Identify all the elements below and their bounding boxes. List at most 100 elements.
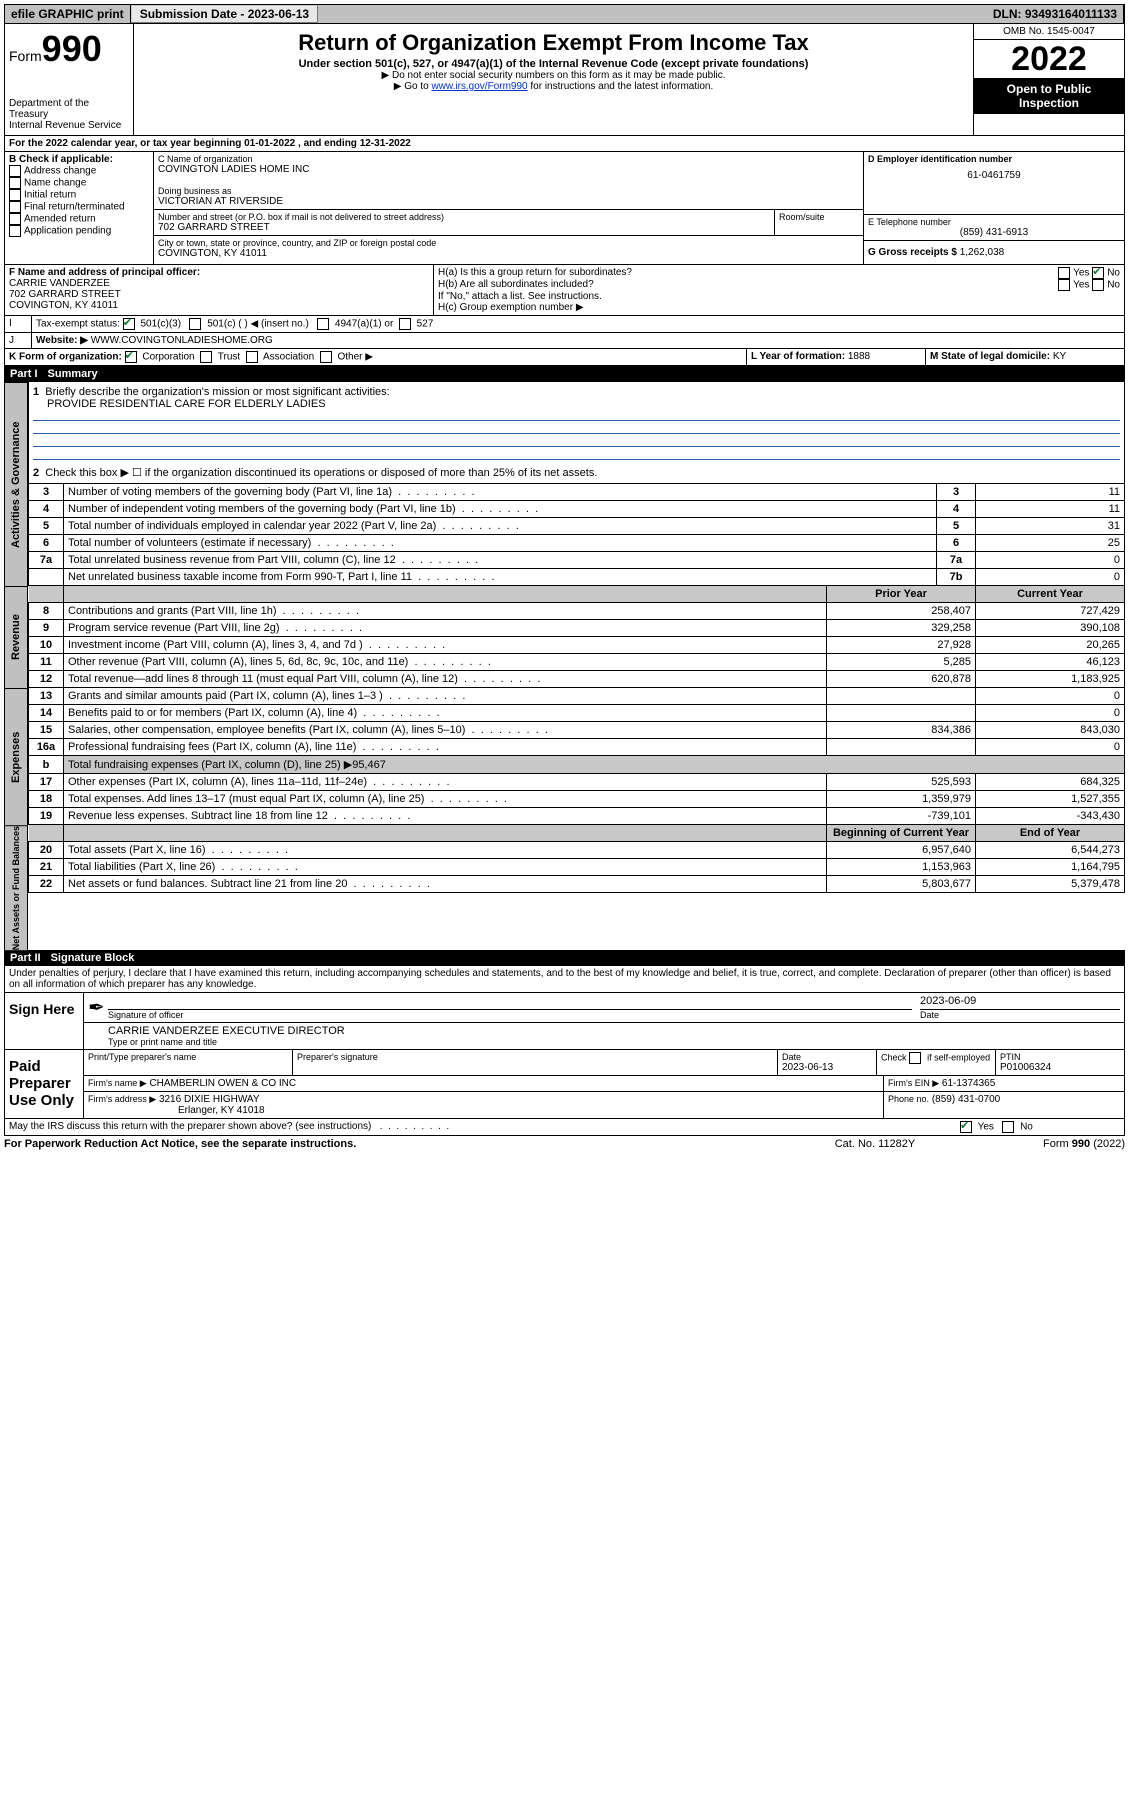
side-gov: Activities & Governance <box>4 382 28 586</box>
dln-label: DLN: 93493164011133 <box>987 5 1124 23</box>
table-row: 4Number of independent voting members of… <box>29 501 1125 518</box>
line-klm: K Form of organization: Corporation Trus… <box>4 349 1125 366</box>
cb-corp[interactable] <box>125 351 137 363</box>
cb-initial-return[interactable]: Initial return <box>9 189 149 201</box>
cb-application-pending[interactable]: Application pending <box>9 225 149 237</box>
cb-501c[interactable] <box>189 318 201 330</box>
part-i-num: Part I <box>10 368 48 380</box>
c-org-name: COVINGTON LADIES HOME INC <box>158 164 859 175</box>
line-j: J Website: ▶ WWW.COVINGTONLADIESHOME.ORG <box>4 333 1125 349</box>
ptin: P01006324 <box>1000 1062 1120 1073</box>
cb-trust[interactable] <box>200 351 212 363</box>
table-row: 7aTotal unrelated business revenue from … <box>29 552 1125 569</box>
discuss-row: May the IRS discuss this return with the… <box>4 1119 1125 1136</box>
cb-name-change[interactable]: Name change <box>9 177 149 189</box>
table-row: Net unrelated business taxable income fr… <box>29 569 1125 586</box>
rev-table: Prior Year Current Year 8Contributions a… <box>28 586 1125 688</box>
firm-ein: 61-1374365 <box>942 1078 995 1089</box>
table-row: 17Other expenses (Part IX, column (A), l… <box>29 774 1125 791</box>
block-bcdefg: B Check if applicable: Address change Na… <box>4 152 1125 265</box>
prep-date: 2023-06-13 <box>782 1062 872 1073</box>
g-label: G Gross receipts $ <box>868 247 957 258</box>
part-ii-num: Part II <box>10 952 51 964</box>
e-label: E Telephone number <box>868 217 1120 227</box>
cb-501c3[interactable] <box>123 318 135 330</box>
line1-label: Briefly describe the organization's miss… <box>45 386 389 398</box>
part-i-header: Part I Summary <box>4 366 1125 382</box>
cb-self-employed[interactable] <box>909 1052 921 1064</box>
ha-yes[interactable] <box>1058 267 1070 279</box>
header-mid: Return of Organization Exempt From Incom… <box>134 24 973 135</box>
c-city: COVINGTON, KY 41011 <box>158 248 859 259</box>
table-row: 16aProfessional fundraising fees (Part I… <box>29 739 1125 756</box>
table-row: 14Benefits paid to or for members (Part … <box>29 705 1125 722</box>
cb-address-change[interactable]: Address change <box>9 165 149 177</box>
table-row: 10Investment income (Part VIII, column (… <box>29 637 1125 654</box>
note-ssn: ▶ Do not enter social security numbers o… <box>138 70 969 81</box>
hb-no[interactable] <box>1092 279 1104 291</box>
section-governance: Activities & Governance 1 Briefly descri… <box>4 382 1125 586</box>
discuss-no[interactable] <box>1002 1121 1014 1133</box>
dept-treasury: Department of the TreasuryInternal Reven… <box>9 98 129 131</box>
hb-note: If "No," attach a list. See instructions… <box>438 291 1120 302</box>
table-row: bTotal fundraising expenses (Part IX, co… <box>29 756 1125 774</box>
sig-date-label: Date <box>920 1010 1120 1020</box>
cb-final-return[interactable]: Final return/terminated <box>9 201 149 213</box>
perjury-text: Under penalties of perjury, I declare th… <box>4 966 1125 993</box>
form-title: Return of Organization Exempt From Incom… <box>138 30 969 56</box>
m-label: M State of legal domicile: <box>930 351 1050 362</box>
box-b: B Check if applicable: Address change Na… <box>5 152 154 264</box>
box-c: C Name of organization COVINGTON LADIES … <box>154 152 864 264</box>
box-deg: D Employer identification number 61-0461… <box>864 152 1124 264</box>
sign-here-block: Sign Here ✒ Signature of officer 2023-06… <box>4 993 1125 1050</box>
irs-link[interactable]: www.irs.gov/Form990 <box>431 81 527 92</box>
side-rev: Revenue <box>4 586 28 688</box>
pra-notice: For Paperwork Reduction Act Notice, see … <box>4 1138 775 1150</box>
open-inspection: Open to Public Inspection <box>974 78 1124 114</box>
c-addr: 702 GARRARD STREET <box>158 222 770 233</box>
cb-assoc[interactable] <box>246 351 258 363</box>
top-bar: efile GRAPHIC print Submission Date - 20… <box>4 4 1125 24</box>
form-subtitle: Under section 501(c), 527, or 4947(a)(1)… <box>138 58 969 70</box>
efile-label: efile GRAPHIC print <box>5 5 131 23</box>
net-table: Beginning of Current Year End of Year 20… <box>28 825 1125 893</box>
table-row: 12Total revenue—add lines 8 through 11 (… <box>29 671 1125 688</box>
c-room-label: Room/suite <box>779 212 859 222</box>
sig-officer-label: Signature of officer <box>108 1010 912 1020</box>
sig-arrow-icon: ✒ <box>88 995 108 1020</box>
paid-preparer-label: Paid Preparer Use Only <box>5 1050 84 1118</box>
cat-no: Cat. No. 11282Y <box>775 1138 975 1150</box>
table-row: 6Total number of volunteers (estimate if… <box>29 535 1125 552</box>
table-row: 18Total expenses. Add lines 13–17 (must … <box>29 791 1125 808</box>
c-dba-label: Doing business as <box>158 186 859 196</box>
m-value: KY <box>1053 351 1066 362</box>
discuss-q: May the IRS discuss this return with the… <box>9 1121 371 1132</box>
note-link: ▶ Go to www.irs.gov/Form990 for instruct… <box>138 81 969 92</box>
omb-number: OMB No. 1545-0047 <box>974 24 1124 40</box>
cb-527[interactable] <box>399 318 411 330</box>
hb-yes[interactable] <box>1058 279 1070 291</box>
d-ein: 61-0461759 <box>868 170 1120 181</box>
submission-date-button[interactable]: Submission Date - 2023-06-13 <box>131 5 318 23</box>
f-addr1: 702 GARRARD STREET <box>9 289 121 300</box>
d-label: D Employer identification number <box>868 154 1120 164</box>
f-name: CARRIE VANDERZEE <box>9 278 110 289</box>
cb-4947[interactable] <box>317 318 329 330</box>
table-row: 15Salaries, other compensation, employee… <box>29 722 1125 739</box>
cb-amended-return[interactable]: Amended return <box>9 213 149 225</box>
table-row: 13Grants and similar amounts paid (Part … <box>29 688 1125 705</box>
sig-date: 2023-06-09 <box>920 995 1120 1010</box>
ha-label: H(a) Is this a group return for subordin… <box>438 267 632 279</box>
firm-addr1: 3216 DIXIE HIGHWAY <box>159 1094 260 1105</box>
ha-no[interactable] <box>1092 267 1104 279</box>
prep-name-label: Print/Type preparer's name <box>88 1052 288 1062</box>
line-a: For the 2022 calendar year, or tax year … <box>4 136 1125 152</box>
col-prior: Prior Year <box>827 586 976 603</box>
col-current: Current Year <box>976 586 1125 603</box>
table-row: 9Program service revenue (Part VIII, lin… <box>29 620 1125 637</box>
cb-other[interactable] <box>320 351 332 363</box>
c-city-label: City or town, state or province, country… <box>158 238 859 248</box>
side-exp: Expenses <box>4 688 28 825</box>
discuss-yes[interactable] <box>960 1121 972 1133</box>
form-header: Form990 Department of the TreasuryIntern… <box>4 24 1125 136</box>
